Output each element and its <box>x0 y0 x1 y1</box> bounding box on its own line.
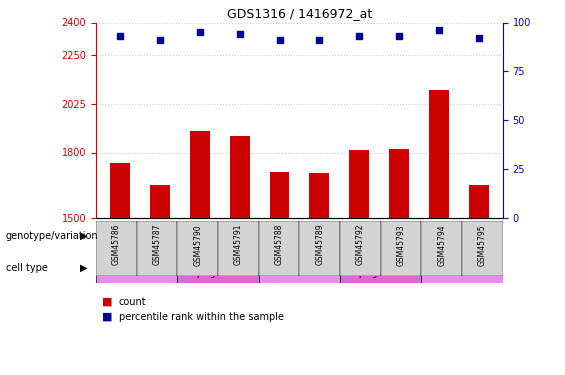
Bar <box>310 173 329 217</box>
Title: GDS1316 / 1416972_at: GDS1316 / 1416972_at <box>227 7 372 20</box>
FancyBboxPatch shape <box>299 221 340 276</box>
Bar <box>150 185 170 218</box>
Bar <box>229 136 250 218</box>
Bar <box>270 172 289 217</box>
Text: cell type: cell type <box>6 263 47 273</box>
FancyBboxPatch shape <box>137 221 177 276</box>
Text: megakaryocyte: megakaryocyte <box>429 264 495 273</box>
Text: GSM45795: GSM45795 <box>478 224 487 266</box>
FancyBboxPatch shape <box>96 221 259 251</box>
FancyBboxPatch shape <box>177 253 259 283</box>
Text: megakaryocyte: megakaryocyte <box>267 264 332 273</box>
FancyBboxPatch shape <box>259 221 299 276</box>
Bar <box>349 150 370 217</box>
Text: GSM45793: GSM45793 <box>397 224 406 266</box>
Text: GSM45786: GSM45786 <box>112 224 121 266</box>
Text: GSM45794: GSM45794 <box>437 224 446 266</box>
FancyBboxPatch shape <box>421 253 503 283</box>
Text: percentile rank within the sample: percentile rank within the sample <box>119 312 284 322</box>
Text: megakaryocyte
progenitor: megakaryocyte progenitor <box>348 258 414 278</box>
Bar <box>469 185 489 218</box>
Bar <box>389 149 409 217</box>
Text: GATA-1deltaNeo
deltaHS mutant: GATA-1deltaNeo deltaHS mutant <box>426 226 498 246</box>
Bar <box>110 164 130 218</box>
Text: GSM45789: GSM45789 <box>315 224 324 266</box>
Bar <box>190 131 210 218</box>
Text: wild type: wild type <box>157 232 198 241</box>
Text: GSM45788: GSM45788 <box>275 224 284 266</box>
FancyBboxPatch shape <box>259 221 421 251</box>
Text: GSM45790: GSM45790 <box>193 224 202 266</box>
Text: ▶: ▶ <box>80 263 88 273</box>
FancyBboxPatch shape <box>177 221 218 276</box>
FancyBboxPatch shape <box>259 253 340 283</box>
Text: ■: ■ <box>102 312 112 322</box>
Text: megakaryocyte
progenitor: megakaryocyte progenitor <box>185 258 251 278</box>
FancyBboxPatch shape <box>462 221 503 276</box>
Text: genotype/variation: genotype/variation <box>6 231 98 241</box>
Text: ■: ■ <box>102 297 112 307</box>
Bar <box>429 90 449 218</box>
FancyBboxPatch shape <box>96 253 177 283</box>
Text: megakaryocyte: megakaryocyte <box>104 264 170 273</box>
FancyBboxPatch shape <box>421 221 503 251</box>
FancyBboxPatch shape <box>381 221 421 276</box>
FancyBboxPatch shape <box>421 221 462 276</box>
Text: GATA-1deltaN mutant: GATA-1deltaN mutant <box>292 232 389 241</box>
FancyBboxPatch shape <box>218 221 259 276</box>
FancyBboxPatch shape <box>96 221 137 276</box>
Text: ▶: ▶ <box>80 231 88 241</box>
Text: count: count <box>119 297 146 307</box>
Text: GSM45791: GSM45791 <box>234 224 243 266</box>
FancyBboxPatch shape <box>340 221 381 276</box>
Text: GSM45787: GSM45787 <box>153 224 162 266</box>
Text: GSM45792: GSM45792 <box>356 224 365 266</box>
FancyBboxPatch shape <box>340 253 421 283</box>
